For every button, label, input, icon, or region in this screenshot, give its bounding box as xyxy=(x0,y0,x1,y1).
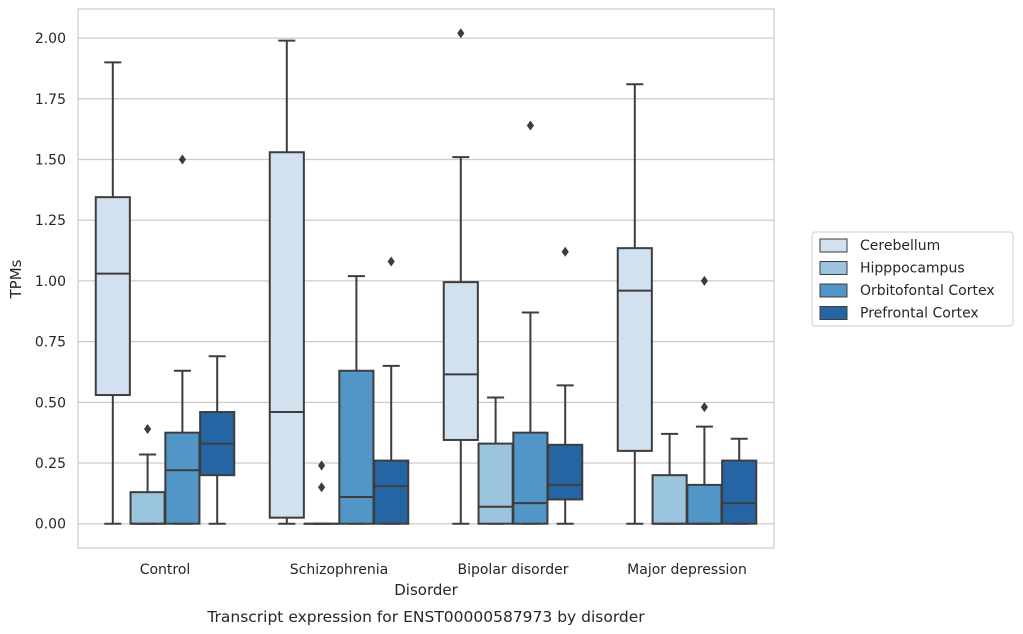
legend-swatch xyxy=(819,238,848,253)
outlier-point xyxy=(700,402,708,413)
x-axis-ticks: Control Schizophrenia Bipolar disorder Majo… xyxy=(140,562,747,578)
legend-swatch xyxy=(819,306,848,320)
y-axis-label: TPMs xyxy=(7,259,25,299)
x-axis-label: Disorder xyxy=(394,581,458,599)
legend-swatch xyxy=(819,283,848,298)
box-iqr xyxy=(547,443,584,501)
box-iqr xyxy=(686,483,723,525)
box-iqr xyxy=(442,281,479,441)
box-iqr xyxy=(721,459,758,525)
outlier-point xyxy=(700,275,708,286)
y-axis-ticks: 0.00 0.25 0.50 0.75 1.00 1.25 1.50 1.75 2.00 xyxy=(35,31,66,533)
plot-area-frame xyxy=(77,8,775,549)
y-tick-label: 0.75 xyxy=(35,335,66,351)
box-hipppocampus-2 xyxy=(477,396,514,525)
box-prefrontal-cortex-3 xyxy=(721,437,758,525)
box-orbitofontal-cortex-2 xyxy=(512,120,549,525)
box-hipppocampus-1 xyxy=(303,460,340,525)
outlier-point xyxy=(561,246,569,257)
box-iqr xyxy=(477,442,514,525)
box-prefrontal-cortex-1 xyxy=(373,256,410,525)
y-tick-label: 1.00 xyxy=(35,274,66,290)
x-tick-label: Schizophrenia xyxy=(290,562,388,578)
box-iqr xyxy=(164,431,201,525)
y-tick-label: 1.50 xyxy=(35,153,66,169)
outlier-point xyxy=(457,28,465,39)
legend: Cerebellum Hipppocampus Orbitofontal Corte… xyxy=(811,231,1014,327)
outlier-point xyxy=(318,460,326,471)
box-cerebellum-1 xyxy=(268,39,305,525)
box-iqr xyxy=(129,491,166,525)
legend-swatch xyxy=(819,261,848,275)
legend-frame xyxy=(811,231,1014,327)
box-orbitofontal-cortex-3 xyxy=(686,275,723,525)
box-cerebellum-2 xyxy=(442,28,479,525)
box-cerebellum-0 xyxy=(94,61,131,525)
x-tick-label: Control xyxy=(140,562,191,578)
box-iqr xyxy=(338,369,375,525)
box-iqr xyxy=(512,431,549,525)
box-iqr xyxy=(268,151,305,519)
box-prefrontal-cortex-2 xyxy=(547,246,584,525)
box-hipppocampus-3 xyxy=(651,432,688,525)
chart-caption: Transcript expression for ENST0000058797… xyxy=(206,608,645,626)
y-tick-label: 0.00 xyxy=(35,517,66,533)
y-tick-label: 2.00 xyxy=(35,31,66,47)
legend-entry: Cerebellum xyxy=(860,238,940,254)
x-tick-label: Major depression xyxy=(627,562,747,578)
legend-entry: Prefrontal Cortex xyxy=(860,306,979,322)
box-iqr xyxy=(651,474,688,525)
outlier-point xyxy=(318,482,326,493)
y-tick-label: 0.50 xyxy=(35,395,66,411)
outlier-point xyxy=(387,256,395,267)
box-prefrontal-cortex-0 xyxy=(199,355,236,525)
x-tick-label: Bipolar disorder xyxy=(457,562,568,578)
outlier-point xyxy=(526,120,534,131)
y-tick-label: 1.25 xyxy=(35,213,66,229)
outlier-point xyxy=(178,154,186,165)
box-orbitofontal-cortex-1 xyxy=(338,275,375,525)
box-hipppocampus-0 xyxy=(129,424,166,525)
y-tick-label: 0.25 xyxy=(35,456,66,472)
box-iqr xyxy=(616,247,653,452)
legend-entry: Hipppocampus xyxy=(860,261,965,277)
box-plot-boxes xyxy=(94,28,758,525)
box-iqr xyxy=(373,459,410,525)
box-iqr xyxy=(94,196,131,397)
box-cerebellum-3 xyxy=(616,83,653,525)
box-orbitofontal-cortex-0 xyxy=(164,154,201,525)
legend-entry: Orbitofontal Cortex xyxy=(860,283,995,299)
outlier-point xyxy=(144,424,152,435)
y-tick-label: 1.75 xyxy=(35,92,66,108)
